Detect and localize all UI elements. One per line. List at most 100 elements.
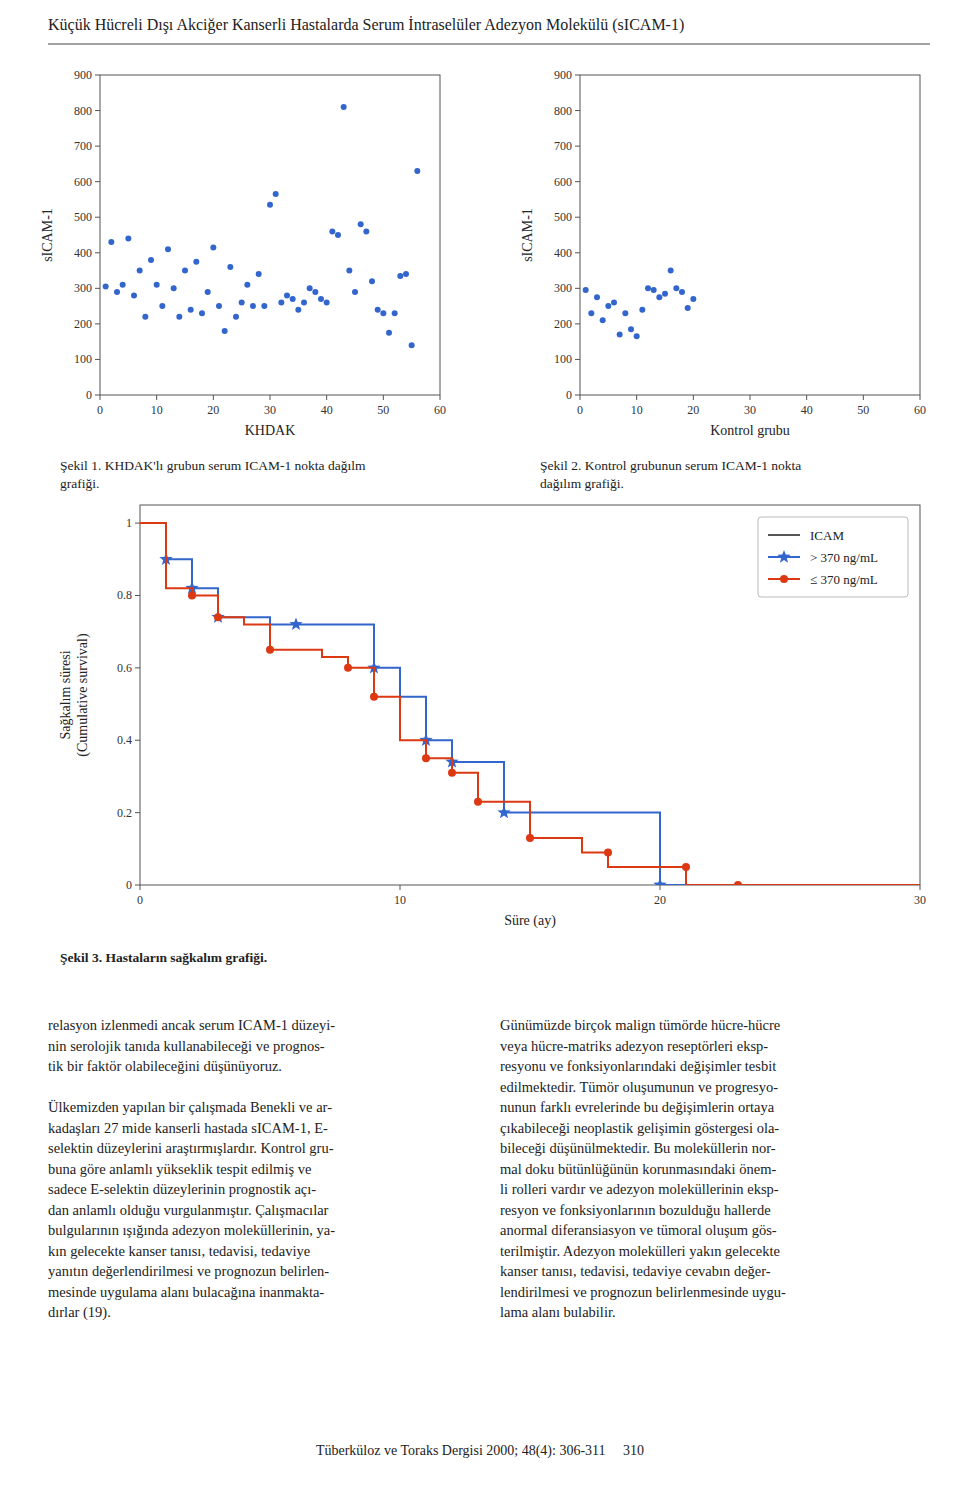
x-tick-label: 0 — [97, 403, 103, 417]
scatter-point — [182, 268, 188, 274]
scatter-point — [341, 104, 347, 110]
legend: ICAM> 370 ng/mL≤ 370 ng/mL — [758, 517, 908, 597]
scatter-point — [414, 168, 420, 174]
text-line — [48, 1079, 52, 1095]
scatter-point — [335, 232, 341, 238]
y-tick — [135, 885, 140, 886]
scatter-point — [685, 305, 691, 311]
legend-label: ≤ 370 ng/mL — [810, 572, 878, 587]
scatter-point — [159, 303, 165, 309]
text-line: kadaşları 27 mide kanserli hastada sICAM… — [48, 1120, 328, 1136]
y-tick-label: 700 — [74, 139, 92, 153]
x-tick — [580, 395, 581, 400]
text-line: çıkabileceği neoplastik gelişimin göster… — [500, 1120, 779, 1136]
y-tick-label: 0.4 — [117, 733, 132, 747]
text-line: dağılım grafiği. — [540, 476, 624, 491]
y-tick-label: 0 — [126, 878, 132, 892]
y-tick — [135, 740, 140, 741]
x-tick-label: 40 — [321, 403, 333, 417]
legend-marker — [777, 550, 790, 563]
y-tick — [95, 110, 100, 111]
scatter-point — [193, 259, 199, 265]
scatter-point — [346, 268, 352, 274]
text-line: resyon ve fonksiyonlarının bozulduğu hal… — [500, 1202, 771, 1218]
y-tick — [575, 323, 580, 324]
x-tick-label: 10 — [394, 893, 406, 907]
x-tick — [750, 395, 751, 400]
censor-marker — [474, 798, 482, 806]
text-line: lama alanı bulabilir. — [500, 1304, 616, 1320]
x-tick-label: 20 — [654, 893, 666, 907]
scatter-point — [645, 285, 651, 291]
text-line: bileceği düşünülmektedir. Bu molekülleri… — [500, 1140, 776, 1156]
scatter-point — [358, 221, 364, 227]
scatter-point — [617, 332, 623, 338]
text-line: Günümüzde birçok malign tümörde hücre-hü… — [500, 1017, 780, 1033]
text-line: Şekil 1. KHDAK'lı grubun serum ICAM-1 no… — [60, 458, 366, 473]
y-tick — [135, 595, 140, 596]
x-tick-label: 30 — [264, 403, 276, 417]
y-tick — [135, 523, 140, 524]
scatter-point — [114, 289, 120, 295]
scatter-point — [165, 246, 171, 252]
y-tick-label: 600 — [554, 175, 572, 189]
scatter-point — [583, 287, 589, 293]
y-tick — [575, 252, 580, 253]
scatter-point — [188, 307, 194, 313]
y-tick-label: 0.6 — [117, 661, 132, 675]
y-tick — [575, 395, 580, 396]
scatter-point — [216, 303, 222, 309]
censor-marker — [266, 646, 274, 654]
censor-marker — [344, 664, 352, 672]
censor-marker — [289, 617, 302, 630]
y-tick — [95, 217, 100, 218]
scatter-point — [278, 300, 284, 306]
legend-label: ICAM — [810, 528, 844, 543]
text-line: nunun farklı evrelerinde bu değişimlerin… — [500, 1099, 775, 1115]
x-tick-label: 10 — [631, 403, 643, 417]
scatter-point — [690, 296, 696, 302]
x-tick-label: 10 — [151, 403, 163, 417]
censor-marker — [734, 881, 742, 885]
scatter-point — [656, 294, 662, 300]
censor-marker — [448, 769, 456, 777]
page: Küçük Hücreli Dışı Akciğer Kanserli Hast… — [0, 0, 960, 1488]
y-tick — [135, 812, 140, 813]
y-tick — [95, 395, 100, 396]
legend-box — [758, 517, 908, 597]
scatter-point — [273, 191, 279, 197]
chart: 010203000.20.40.60.81Süre (ay)Sağkalım s… — [58, 505, 927, 929]
y-tick — [95, 252, 100, 253]
page-title: Küçük Hücreli Dışı Akciğer Kanserli Hast… — [48, 16, 684, 34]
text-line: li rolleri vardır ve adezyon molekülleri… — [500, 1181, 779, 1197]
x-tick — [156, 395, 157, 400]
y-tick — [95, 181, 100, 182]
x-tick — [920, 395, 921, 400]
y-tick-label: 200 — [554, 317, 572, 331]
scatter-point — [199, 310, 205, 316]
x-tick — [440, 395, 441, 400]
scatter-point — [605, 303, 611, 309]
text-line: Şekil 2. Kontrol grubunun serum ICAM-1 n… — [540, 458, 801, 473]
y-tick-label: 0.8 — [117, 588, 132, 602]
censor-marker — [422, 754, 430, 762]
text-line: kın gelecekte kanser tanısı, tedavisi, t… — [48, 1243, 310, 1259]
censor-marker — [188, 591, 196, 599]
x-axis-label: KHDAK — [245, 423, 296, 438]
scatter-point — [295, 307, 301, 313]
y-tick-label: 400 — [554, 246, 572, 260]
x-tick-label: 60 — [434, 403, 446, 417]
censor-marker — [370, 693, 378, 701]
scatter-point — [628, 326, 634, 332]
text-line: lendirilmesi ve prognozun belirlenmesind… — [500, 1284, 786, 1300]
scatter-point — [409, 342, 415, 348]
y-tick-label: 0.2 — [117, 806, 132, 820]
y-tick-label: 0 — [566, 388, 572, 402]
scatter-point — [380, 310, 386, 316]
scatter-point — [403, 271, 409, 277]
scatter-point — [639, 307, 645, 313]
x-tick — [806, 395, 807, 400]
y-tick-label: 900 — [74, 68, 92, 82]
y-tick — [575, 146, 580, 147]
scatter-point — [227, 264, 233, 270]
